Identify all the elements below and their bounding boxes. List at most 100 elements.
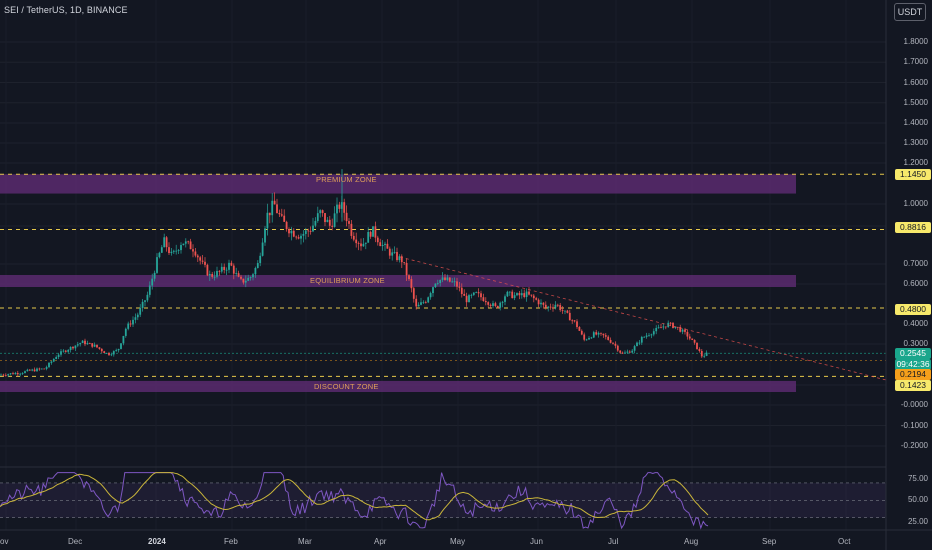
candle-body <box>434 283 437 288</box>
countdown-tag: 09:42:36 <box>895 359 931 370</box>
candle-body <box>331 225 334 227</box>
candle-body <box>516 293 518 296</box>
time-axis-label: Aug <box>684 537 699 546</box>
candle-body <box>117 348 120 351</box>
candle-body <box>88 343 91 344</box>
candle-body <box>96 344 98 348</box>
candle-body <box>168 247 170 254</box>
candle-body <box>540 302 542 305</box>
candle-body <box>686 331 689 337</box>
candle-body <box>674 326 677 329</box>
candle-body <box>484 301 487 303</box>
candle-body <box>124 328 127 336</box>
candle-body <box>16 372 19 375</box>
candle-body <box>316 213 319 221</box>
candle-body <box>580 330 583 335</box>
candle-body <box>132 319 134 325</box>
price-axis-label: 1.7000 <box>903 57 928 67</box>
candle-body <box>391 252 394 256</box>
candle-body <box>489 304 492 306</box>
candle-body <box>235 273 238 274</box>
candle-body <box>256 263 259 268</box>
candle-body <box>696 342 698 350</box>
candle-body <box>264 228 266 243</box>
rsi-line <box>0 472 709 530</box>
time-axis-label: Jul <box>608 537 619 546</box>
candle-body <box>520 293 523 296</box>
candle-body <box>156 257 158 273</box>
candle-body <box>669 322 672 324</box>
price-tag-level-3: 0.4800 <box>895 304 931 315</box>
candle-body <box>326 219 329 223</box>
candle-body <box>345 212 348 222</box>
candle-body <box>381 244 384 247</box>
candle-body <box>705 352 708 356</box>
candle-body <box>496 305 499 308</box>
candle-body <box>93 344 96 347</box>
currency-button[interactable]: USDT <box>894 3 926 21</box>
price-axis-label: 1.4000 <box>903 118 928 127</box>
price-axis-label: 1.0000 <box>903 199 928 208</box>
candle-body <box>232 265 235 274</box>
candle-body <box>196 255 199 258</box>
rsi-ma-line <box>0 472 709 521</box>
candle-body <box>494 303 497 306</box>
price-tag-level-1: 1.1450 <box>895 169 931 180</box>
candle-body <box>564 310 566 312</box>
candle-body <box>57 354 60 358</box>
candle-body <box>530 294 533 296</box>
candle-body <box>652 331 655 335</box>
candle-body <box>684 329 686 332</box>
candle-body <box>127 323 130 329</box>
candle-body <box>172 250 175 252</box>
candle-body <box>177 250 180 251</box>
current-price-tag: 0.2545 <box>895 348 931 359</box>
candle-body <box>201 260 204 262</box>
candle-body <box>115 350 118 352</box>
candle-body <box>283 215 286 222</box>
candle-body <box>153 272 156 279</box>
candle-body <box>600 332 602 334</box>
candle-body <box>24 371 26 374</box>
candle-body <box>396 252 398 261</box>
candle-body <box>660 327 662 329</box>
price-axis-label: -0.2000 <box>900 441 928 450</box>
candle-body <box>626 351 629 353</box>
candle-body <box>386 243 389 249</box>
candle-body <box>170 251 173 254</box>
candle-body <box>477 292 480 294</box>
candle-body <box>482 297 485 302</box>
candle-body <box>122 335 125 344</box>
candle-body <box>657 327 660 329</box>
candle-body <box>364 242 367 244</box>
candle-body <box>432 287 434 294</box>
candle-body <box>446 277 449 280</box>
candle-body <box>151 278 154 286</box>
symbol-title[interactable]: SEI / TetherUS, 1D, BINANCE <box>4 5 128 15</box>
candle-body <box>14 372 17 375</box>
candle-body <box>664 326 667 328</box>
candle-body <box>645 335 648 337</box>
candle-body <box>624 352 626 354</box>
candle-body <box>458 286 461 288</box>
candle-body <box>112 351 115 355</box>
candle-body <box>266 212 269 229</box>
candle-body <box>369 232 372 237</box>
candle-body <box>621 352 624 354</box>
candle-body <box>259 255 262 264</box>
candle-body <box>532 295 535 299</box>
candle-body <box>45 367 48 369</box>
price-axis-label: -0.0000 <box>900 400 928 409</box>
candle-body <box>62 350 65 352</box>
candle-body <box>86 343 89 345</box>
candle-body <box>261 242 264 256</box>
candle-body <box>249 277 252 279</box>
candle-body <box>688 336 691 339</box>
candle-body <box>134 317 137 320</box>
candle-body <box>528 291 530 295</box>
price-tag-level-5: 0.1423 <box>895 380 931 391</box>
candle-body <box>84 340 86 345</box>
candle-body <box>91 343 94 347</box>
candle-body <box>148 285 151 295</box>
